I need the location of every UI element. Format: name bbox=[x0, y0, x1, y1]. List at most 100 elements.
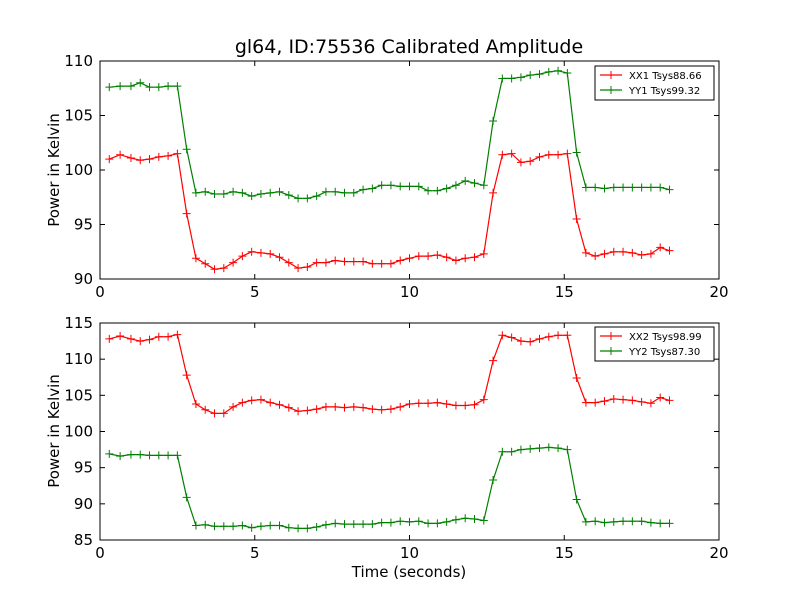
top-series-2-point bbox=[247, 192, 256, 201]
bottom-series-2-point bbox=[266, 521, 275, 530]
bottom-x-tick-label: 5 bbox=[250, 544, 260, 562]
bottom-series-2-point bbox=[116, 452, 125, 461]
bottom-y-axis-label: Power in Kelvin bbox=[45, 374, 63, 488]
top-series-2-point bbox=[451, 181, 460, 190]
bottom-series-2-point bbox=[489, 475, 498, 484]
top-series-1-point bbox=[526, 157, 535, 166]
bottom-series-2-point bbox=[581, 517, 590, 526]
top-series-1-point bbox=[451, 256, 460, 265]
bottom-y-tick-label: 105 bbox=[64, 386, 93, 404]
bottom-series-2-point bbox=[105, 449, 114, 458]
bottom-series-2-point bbox=[219, 522, 228, 531]
bottom-y-tick-label: 85 bbox=[74, 531, 93, 549]
bottom-series-2-point bbox=[386, 518, 395, 527]
bottom-series-2-point bbox=[424, 519, 433, 528]
bottom-x-tick-label: 0 bbox=[95, 544, 105, 562]
bottom-series-1-point bbox=[294, 407, 303, 416]
bottom-series-2-point bbox=[433, 519, 442, 528]
top-series-1-point bbox=[563, 149, 572, 158]
top-series-1-point bbox=[656, 243, 665, 252]
top-series-1-point bbox=[229, 258, 238, 267]
top-series-1-point bbox=[173, 149, 182, 158]
top-series-1-point bbox=[154, 152, 163, 161]
top-series-2-point bbox=[229, 187, 238, 196]
bottom-series-2-point bbox=[665, 519, 674, 528]
bottom-series-1-point bbox=[637, 397, 646, 406]
bottom-series-1-point bbox=[479, 395, 488, 404]
bottom-series-2-point bbox=[396, 517, 405, 526]
bottom-series-1-point bbox=[451, 401, 460, 410]
top-y-axis-label: Power in Kelvin bbox=[45, 113, 63, 227]
bottom-subplot: Power in Kelvin Time (seconds) 0 5 10 15 20 8… bbox=[45, 314, 729, 581]
bottom-series-2-point bbox=[619, 517, 628, 526]
top-legend-box bbox=[594, 65, 715, 101]
top-x-tick-label: 5 bbox=[250, 283, 260, 301]
top-series-1-point bbox=[479, 249, 488, 258]
bottom-y-tick-label: 95 bbox=[74, 459, 93, 477]
bottom-series-1-point bbox=[182, 371, 191, 380]
top-series-1-point bbox=[164, 151, 173, 160]
bottom-series-2-point bbox=[609, 517, 618, 526]
bottom-series-1-point bbox=[656, 393, 665, 402]
bottom-series-2-point bbox=[321, 520, 330, 529]
top-series-1-point bbox=[266, 249, 275, 258]
bottom-series-2-point bbox=[470, 515, 479, 524]
top-series-2-point bbox=[396, 182, 405, 191]
bottom-legend-marker-1 bbox=[607, 332, 615, 340]
bottom-series-2-point bbox=[312, 522, 321, 531]
bottom-series-2-point bbox=[247, 523, 256, 532]
top-y-tick-label: 95 bbox=[74, 216, 93, 234]
top-series-1-point bbox=[136, 156, 145, 165]
top-x-tick-label: 10 bbox=[400, 283, 419, 301]
top-y-tick-label: 110 bbox=[64, 52, 93, 70]
top-series-2-point bbox=[294, 194, 303, 203]
top-series-1-point bbox=[619, 247, 628, 256]
top-series-2-point bbox=[628, 183, 637, 192]
bottom-series-2-point bbox=[238, 521, 247, 530]
bottom-x-tick-label: 15 bbox=[555, 544, 574, 562]
top-series-2-point bbox=[526, 71, 535, 80]
top-series-1-point bbox=[591, 252, 600, 261]
bottom-series-1-point bbox=[312, 405, 321, 414]
top-series-1-point bbox=[442, 253, 451, 262]
bottom-series-2-point bbox=[498, 447, 507, 456]
bottom-series-1-point bbox=[581, 398, 590, 407]
top-series-2-point bbox=[507, 74, 516, 83]
bottom-series-1-point bbox=[116, 332, 125, 341]
bottom-y-tick-label: 100 bbox=[64, 423, 93, 441]
bottom-series-1-point bbox=[591, 398, 600, 407]
bottom-series-1-point bbox=[210, 409, 219, 418]
top-series-1-point bbox=[275, 253, 284, 262]
top-series-2-point bbox=[461, 176, 470, 185]
bottom-series-2-point bbox=[442, 517, 451, 526]
bottom-series-2-point bbox=[405, 517, 414, 526]
bottom-series-1-point bbox=[105, 334, 114, 343]
x-axis-label: Time (seconds) bbox=[351, 563, 467, 581]
top-series-2-point bbox=[591, 183, 600, 192]
top-series-1-point bbox=[256, 248, 265, 257]
bottom-series-1-point bbox=[461, 401, 470, 410]
bottom-series-1-point bbox=[331, 402, 340, 411]
top-series-1-point bbox=[470, 253, 479, 262]
bottom-series-2-point bbox=[479, 516, 488, 525]
top-series-2-point bbox=[516, 73, 525, 82]
top-series-2-point bbox=[154, 83, 163, 92]
bottom-series-1-point bbox=[173, 330, 182, 339]
bottom-series-2-point bbox=[182, 493, 191, 502]
bottom-series-1-point bbox=[442, 400, 451, 409]
top-series-2-point bbox=[479, 181, 488, 190]
bottom-y-tick-label: 115 bbox=[64, 314, 93, 332]
top-series-2-point bbox=[489, 116, 498, 125]
bottom-series-1-point bbox=[507, 333, 516, 342]
bottom-series-1-point bbox=[349, 402, 358, 411]
bottom-legend-marker-2 bbox=[607, 347, 615, 355]
bottom-series-1-point bbox=[275, 400, 284, 409]
top-series-1-point bbox=[321, 258, 330, 267]
bottom-series-1-point bbox=[359, 403, 368, 412]
bottom-series-1-point bbox=[470, 400, 479, 409]
top-series-2-point bbox=[386, 181, 395, 190]
top-series-1-point bbox=[331, 256, 340, 265]
top-series-2-point bbox=[359, 185, 368, 194]
top-series-1-point bbox=[340, 257, 349, 266]
